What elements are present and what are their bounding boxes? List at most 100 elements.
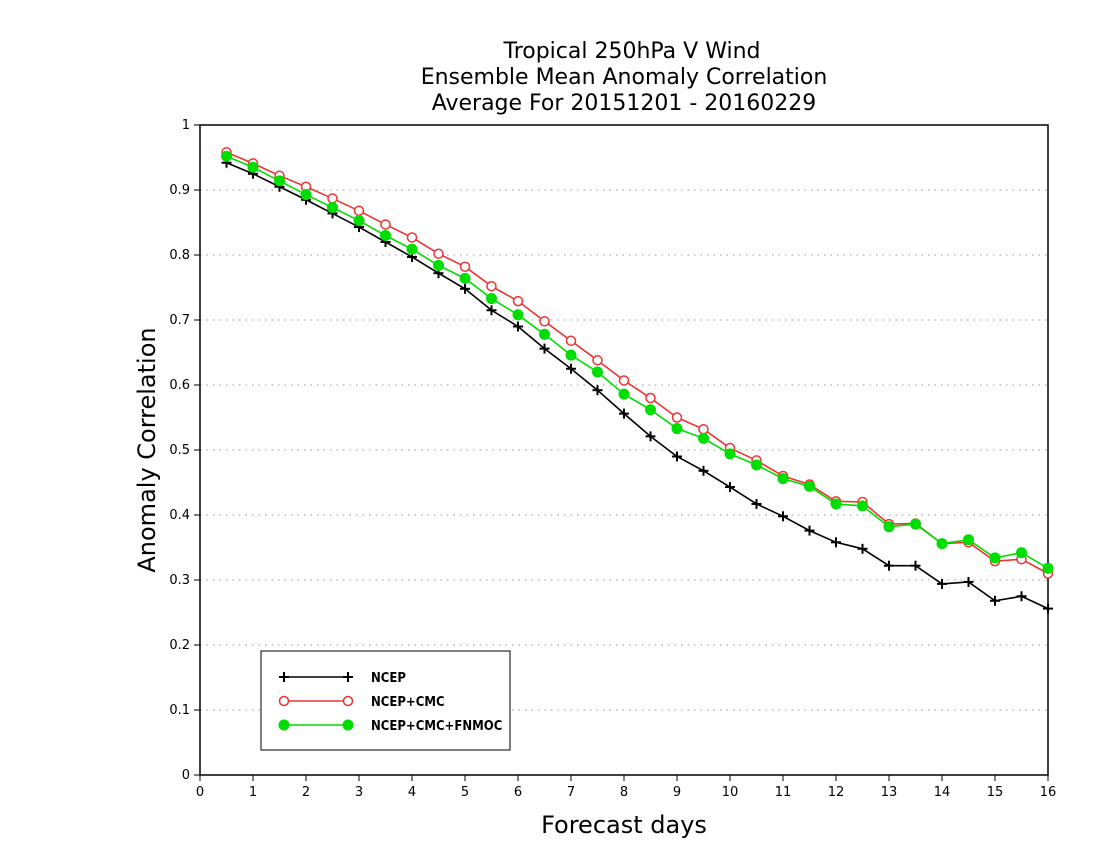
legend-label: NCEP	[371, 671, 406, 686]
data-point	[831, 537, 841, 548]
legend-marker	[278, 695, 290, 707]
data-point	[963, 534, 974, 546]
data-point	[645, 392, 656, 404]
data-point	[883, 521, 895, 533]
data-point	[672, 451, 682, 462]
data-point	[751, 459, 762, 471]
data-point	[698, 423, 709, 435]
legend-entry: NCEP+CMC+FNMOC	[278, 719, 502, 734]
data-point	[565, 349, 577, 361]
x-tick-label: 15	[987, 785, 1004, 800]
data-point	[539, 343, 550, 354]
data-point	[460, 283, 470, 294]
grid-lines	[200, 189, 1048, 711]
data-point	[539, 316, 550, 327]
data-point	[353, 215, 365, 227]
data-point	[592, 366, 603, 378]
data-point	[804, 480, 815, 492]
data-point	[725, 482, 735, 493]
x-tick-label: 14	[934, 785, 951, 800]
y-tick-label: 0.2	[169, 638, 190, 653]
x-tick-label: 9	[673, 785, 681, 800]
x-tick-label: 3	[355, 785, 363, 800]
legend-marker	[343, 672, 353, 682]
data-point	[698, 432, 709, 444]
data-point	[645, 431, 656, 442]
data-point	[459, 272, 471, 284]
data-point	[512, 309, 524, 321]
data-point	[1016, 591, 1027, 602]
series-line	[226, 155, 1049, 569]
y-tick-label: 0.8	[169, 248, 190, 263]
data-point	[565, 335, 577, 347]
data-point	[300, 189, 312, 201]
data-point	[884, 560, 894, 571]
data-point	[592, 385, 603, 396]
y-tick-label: 0.6	[169, 378, 190, 393]
data-point	[936, 538, 948, 550]
data-point	[459, 261, 471, 272]
x-axis-tick-labels: 0 1 2 3 4 5 6 7 8 9 10 11 12 13 14 15 16	[196, 785, 1056, 800]
y-tick-label: 0.7	[169, 313, 190, 328]
x-tick-label: 13	[881, 785, 898, 800]
y-tick-label: 0.1	[169, 703, 190, 718]
data-point	[857, 500, 868, 512]
series-1	[221, 147, 1054, 579]
data-point	[274, 175, 285, 187]
data-point	[618, 388, 630, 400]
series-layer	[221, 147, 1054, 614]
y-tick-label: 0	[182, 768, 190, 783]
data-point	[512, 295, 524, 307]
x-tick-label: 11	[775, 785, 792, 800]
series-0	[221, 157, 1053, 614]
x-axis-title: Forecast days	[541, 811, 707, 839]
y-axis-tick-labels: 0 0.1 0.2 0.3 0.4 0.5 0.6 0.7 0.8 0.9 1	[169, 118, 190, 783]
chart-title-line-1: Tropical 250hPa V Wind	[502, 39, 760, 64]
y-tick-label: 0.3	[169, 573, 190, 588]
data-point	[539, 328, 550, 340]
data-point	[1043, 603, 1053, 614]
data-point	[327, 193, 338, 204]
y-axis-title: Anomaly Correlation	[133, 327, 161, 572]
x-tick-label: 0	[196, 785, 204, 800]
data-point	[910, 518, 921, 530]
x-tick-label: 4	[408, 785, 416, 800]
data-point	[698, 465, 709, 476]
data-point	[327, 202, 338, 214]
legend-marker	[342, 695, 354, 707]
data-point	[645, 404, 656, 416]
legend-label: NCEP+CMC	[371, 695, 445, 710]
axis-ticks	[194, 124, 1049, 781]
data-point	[433, 248, 444, 259]
x-tick-label: 5	[461, 785, 469, 800]
legend-marker	[278, 719, 290, 731]
data-point	[671, 423, 683, 435]
data-point	[937, 578, 947, 589]
legend-label: NCEP+CMC+FNMOC	[371, 719, 502, 734]
data-point	[724, 448, 736, 460]
legend-marker	[279, 672, 289, 682]
data-point	[857, 543, 868, 554]
data-point	[777, 473, 789, 485]
data-point	[513, 321, 523, 332]
legend-marker	[342, 719, 354, 731]
data-point	[592, 355, 603, 366]
y-tick-label: 0.4	[169, 508, 190, 523]
x-tick-label: 1	[249, 785, 257, 800]
x-tick-label: 10	[722, 785, 739, 800]
data-point	[486, 280, 497, 292]
data-point	[353, 205, 365, 217]
data-point	[433, 259, 444, 271]
data-point	[1016, 547, 1027, 559]
data-point	[989, 552, 1001, 564]
data-point	[1042, 562, 1054, 574]
data-point	[830, 498, 842, 510]
data-point	[406, 243, 418, 255]
series-2	[221, 150, 1054, 574]
data-point	[247, 161, 259, 173]
data-point	[566, 363, 576, 374]
data-point	[963, 576, 974, 587]
data-point	[751, 498, 762, 509]
data-point	[804, 525, 815, 536]
